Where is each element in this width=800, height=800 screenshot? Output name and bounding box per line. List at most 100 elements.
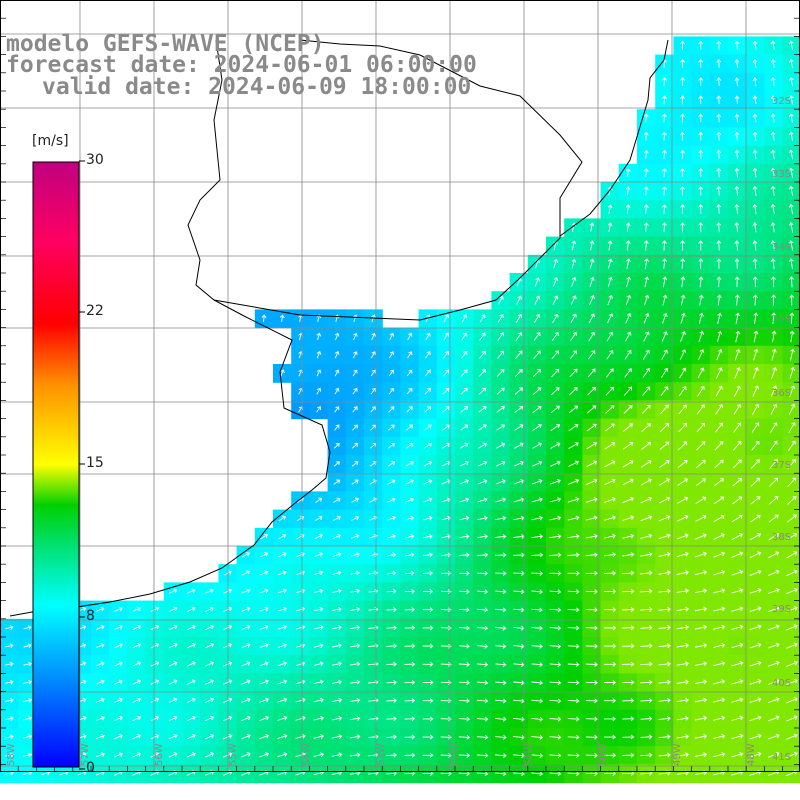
wind-arrow — [731, 624, 744, 630]
wind-arrow — [658, 661, 671, 667]
wind-arrow — [752, 185, 758, 196]
wind-arrow — [662, 222, 667, 233]
wind-arrow — [516, 295, 522, 305]
wind-arrow — [371, 332, 376, 341]
wind-arrow — [640, 570, 653, 576]
wind-arrow — [694, 606, 708, 612]
wind-arrow — [150, 752, 160, 758]
wind-arrow — [604, 698, 617, 704]
wind-arrow — [604, 533, 616, 539]
wind-arrow — [604, 423, 615, 432]
wind-arrow — [604, 496, 616, 503]
wind-arrow — [767, 587, 780, 594]
wind-arrow — [622, 478, 634, 486]
wind-arrow — [551, 331, 559, 342]
wind-arrow — [585, 497, 598, 503]
wind-arrow — [789, 366, 796, 379]
wind-arrow — [295, 679, 306, 685]
wind-arrow — [277, 697, 288, 703]
wind-arrow — [551, 368, 560, 378]
wind-arrow — [187, 588, 196, 594]
wind-arrow — [496, 442, 506, 449]
wind-arrow — [694, 643, 708, 648]
wind-arrow — [386, 643, 398, 649]
wind-arrow — [644, 276, 650, 288]
wind-arrow — [476, 753, 489, 758]
wind-arrow — [349, 752, 361, 758]
wind-arrow — [168, 661, 178, 667]
wind-arrow — [640, 698, 653, 703]
wind-arrow — [513, 460, 524, 467]
wind-arrow — [277, 679, 288, 685]
wind-arrow — [549, 771, 562, 777]
wind-arrow — [567, 478, 580, 485]
wind-arrow — [223, 697, 233, 703]
wind-arrow — [531, 478, 543, 485]
longitude-label: 58W — [6, 743, 17, 766]
wind-arrow — [404, 625, 416, 631]
wind-arrow — [567, 716, 580, 722]
wind-arrow — [478, 369, 486, 377]
wind-arrow — [514, 442, 524, 449]
wind-arrow — [168, 752, 178, 758]
wind-arrow — [770, 276, 776, 288]
wind-arrow — [440, 771, 452, 777]
wind-arrow — [716, 185, 722, 196]
wind-arrow — [422, 680, 434, 685]
wind-arrow — [205, 733, 215, 740]
wind-arrow — [567, 534, 580, 539]
wind-arrow — [331, 716, 343, 721]
wind-arrow — [585, 643, 598, 649]
wind-arrow — [770, 185, 776, 196]
wind-arrow — [423, 552, 433, 558]
wind-arrow — [495, 534, 507, 539]
wind-arrow — [751, 440, 760, 451]
wind-arrow — [531, 589, 544, 595]
wind-arrow — [697, 349, 705, 361]
wind-arrow — [168, 606, 178, 612]
wind-arrow — [241, 752, 251, 758]
wind-arrow — [387, 552, 397, 558]
wind-arrow — [770, 40, 776, 50]
wind-arrow — [495, 497, 507, 503]
wind-arrow — [767, 642, 780, 649]
wind-arrow — [752, 58, 758, 68]
wind-arrow — [259, 643, 269, 649]
wind-arrow — [277, 624, 287, 630]
wind-arrow — [114, 643, 123, 649]
wind-arrow — [186, 733, 196, 740]
wind-arrow — [386, 752, 398, 758]
wind-arrow — [679, 367, 687, 379]
wind-arrow — [494, 734, 507, 740]
wind-arrow — [731, 733, 744, 740]
wind-arrow — [4, 752, 14, 758]
wind-arrow — [677, 478, 689, 486]
wind-arrow — [223, 733, 233, 740]
wind-arrow — [569, 368, 578, 378]
wind-arrow — [752, 149, 758, 160]
wind-arrow — [603, 661, 617, 667]
wind-arrow — [604, 441, 616, 450]
wind-arrow — [676, 679, 690, 685]
wind-arrow — [549, 589, 562, 595]
wind-arrow — [423, 442, 432, 449]
wind-arrow — [187, 606, 196, 612]
wind-arrow — [589, 222, 595, 233]
wind-arrow — [534, 313, 541, 323]
wind-arrow — [733, 422, 742, 433]
wind-arrow — [186, 624, 196, 631]
wind-arrow — [569, 350, 578, 360]
wind-arrow — [644, 258, 649, 269]
wind-arrow — [442, 406, 450, 413]
wind-arrow — [680, 131, 685, 141]
wind-arrow — [459, 534, 470, 539]
wind-arrow — [640, 752, 653, 758]
wind-arrow — [477, 662, 489, 667]
wind-arrow — [425, 351, 431, 359]
wind-arrow — [749, 697, 762, 703]
wind-arrow — [786, 642, 798, 649]
wind-arrow — [694, 697, 708, 703]
wind-arrow — [622, 552, 635, 557]
longitude-label: 51W — [524, 743, 535, 766]
wind-arrow — [260, 533, 268, 540]
